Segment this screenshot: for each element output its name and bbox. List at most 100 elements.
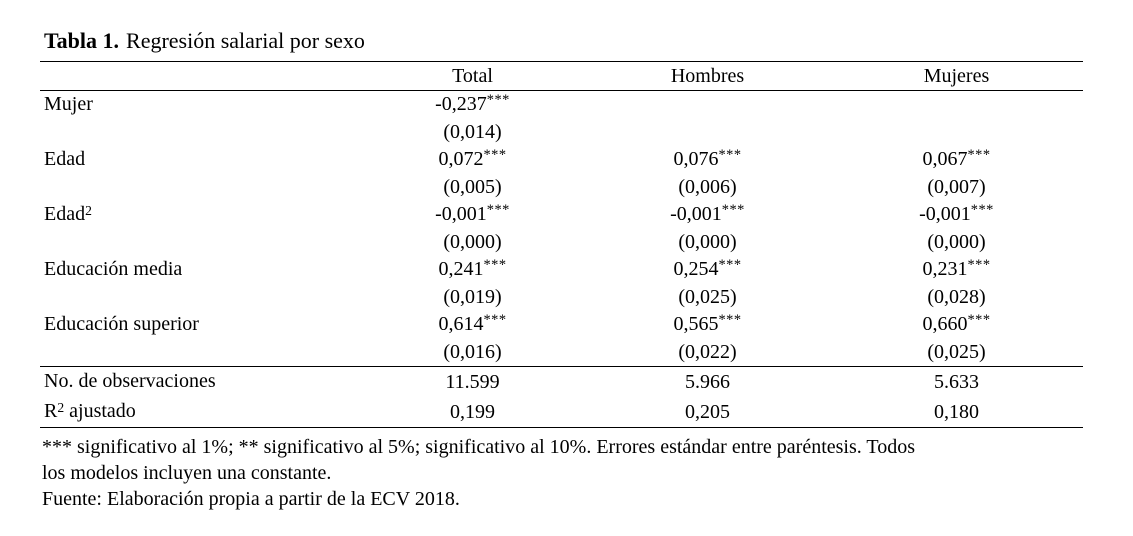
significance-stars: *** [718,311,742,328]
coef-number: -0,001 [670,203,722,225]
row-label-text: Educación superior [44,313,199,335]
row-label: Educación superior [40,311,360,367]
standard-error: (0,025) [678,285,737,308]
significance-stars: *** [970,201,994,218]
coefficient-cell: -0,001*** (0,000) [585,201,830,256]
significance-stars: *** [718,146,742,163]
standard-error: (0,007) [927,175,986,198]
stats-value: 0,180 [934,401,979,423]
column-header-hombres: Hombres [585,61,830,91]
significance-stars: *** [721,201,745,218]
coef-number: 0,660 [922,313,968,335]
coef-number: 0,241 [438,258,484,280]
coef-value: 0,614*** [360,311,585,339]
coef-value [585,91,830,119]
coef-value [830,91,1083,119]
stats-label: R2 ajustado [40,397,360,428]
stats-row-r2-ajustado: R2 ajustado 0,199 0,205 0,180 [40,397,1083,428]
coef-value: -0,001*** [830,201,1083,229]
table-block: Tabla 1. Regresión salarial por sexo Tota… [40,27,1083,512]
table-row-edad2: Edad2 -0,001*** (0,000) -0,001*** (0,000… [40,201,1083,256]
coef-value: -0,237*** [360,91,585,119]
coef-value: 0,565*** [585,311,830,339]
stats-label-post: ajustado [64,400,136,422]
regression-table: Total Hombres Mujeres Mujer -0,237*** (0… [40,61,1083,428]
coef-number: -0,001 [919,203,971,225]
coefficient-cell: 0,614*** (0,016) [360,311,585,367]
row-label: Edad [40,146,360,201]
coef-value: 0,241*** [360,256,585,284]
stats-value: 0,199 [450,401,495,423]
standard-error: (0,000) [927,230,986,253]
standard-error [585,119,830,147]
stats-row-observaciones: No. de observaciones 11.599 5.966 5.633 [40,366,1083,397]
column-header-mujeres: Mujeres [830,61,1083,91]
standard-error: (0,000) [678,230,737,253]
row-label-text: Edad [44,203,86,225]
row-label-text: Educación media [44,258,183,280]
table-row-mujer: Mujer -0,237*** (0,014) [40,91,1083,147]
column-header-total: Total [360,61,585,91]
table-row-educacion-superior: Educación superior 0,614*** (0,016) 0,56… [40,311,1083,367]
standard-error [830,119,1083,147]
coef-number: 0,231 [922,258,968,280]
standard-error: (0,000) [443,230,502,253]
coefficient-cell [585,91,830,147]
coef-number: -0,237 [435,93,487,115]
standard-error: (0,006) [678,175,737,198]
summary-stats-body: No. de observaciones 11.599 5.966 5.633 … [40,366,1083,428]
coefficients-body: Mujer -0,237*** (0,014) Edad [40,91,1083,367]
source-line: Fuente: Elaboración propia a partir de l… [42,488,460,510]
coefficient-cell: 0,660*** (0,025) [830,311,1083,367]
coef-number: 0,067 [922,148,968,170]
standard-error: (0,028) [927,285,986,308]
coefficient-cell: 0,241*** (0,019) [360,256,585,311]
coefficient-cell: -0,237*** (0,014) [360,91,585,147]
coef-number: 0,254 [673,258,719,280]
coef-number: 0,614 [438,313,484,335]
coef-number: -0,001 [435,203,487,225]
coef-value: 0,254*** [585,256,830,284]
stats-label-text: No. de observaciones [44,370,216,392]
significance-note-line1: *** significativo al 1%; ** significativ… [42,436,916,458]
standard-error: (0,014) [443,120,502,143]
standard-error: (0,005) [443,175,502,198]
coef-value: 0,231*** [830,256,1083,284]
significance-stars: *** [483,146,507,163]
row-label: Mujer [40,91,360,147]
standard-error: (0,022) [678,340,737,363]
standard-error: (0,019) [443,285,502,308]
stats-value: 0,205 [685,401,730,423]
table-notes: *** significativo al 1%; ** significativ… [42,434,1083,512]
significance-stars: *** [718,256,742,273]
column-header-empty [40,61,360,91]
stats-label-sup: 2 [57,399,65,415]
row-label: Educación media [40,256,360,311]
coef-number: 0,076 [673,148,719,170]
standard-error: (0,025) [927,340,986,363]
significance-stars: *** [967,311,991,328]
coefficient-cell: -0,001*** (0,000) [360,201,585,256]
coefficient-cell: 0,072*** (0,005) [360,146,585,201]
table-title-text: Regresión salarial por sexo [126,28,365,53]
stats-value: 5.633 [830,366,1083,397]
standard-error: (0,016) [443,340,502,363]
coefficient-cell [830,91,1083,147]
table-row-educacion-media: Educación media 0,241*** (0,019) 0,254**… [40,256,1083,311]
table-row-edad: Edad 0,072*** (0,005) 0,076*** (0,006) 0… [40,146,1083,201]
coefficient-cell: 0,254*** (0,025) [585,256,830,311]
coefficient-cell: 0,231*** (0,028) [830,256,1083,311]
header-row: Total Hombres Mujeres [40,61,1083,91]
significance-stars: *** [486,91,510,108]
coef-value: -0,001*** [585,201,830,229]
table-number-label: Tabla 1. [44,28,120,53]
coef-value: -0,001*** [360,201,585,229]
row-label-text: Mujer [44,93,93,115]
coef-value: 0,072*** [360,146,585,174]
stats-value: 11.599 [360,366,585,397]
page-title: Tabla 1. Regresión salarial por sexo [44,27,1083,55]
table-header: Total Hombres Mujeres [40,61,1083,91]
coef-value: 0,076*** [585,146,830,174]
coef-value: 0,660*** [830,311,1083,339]
